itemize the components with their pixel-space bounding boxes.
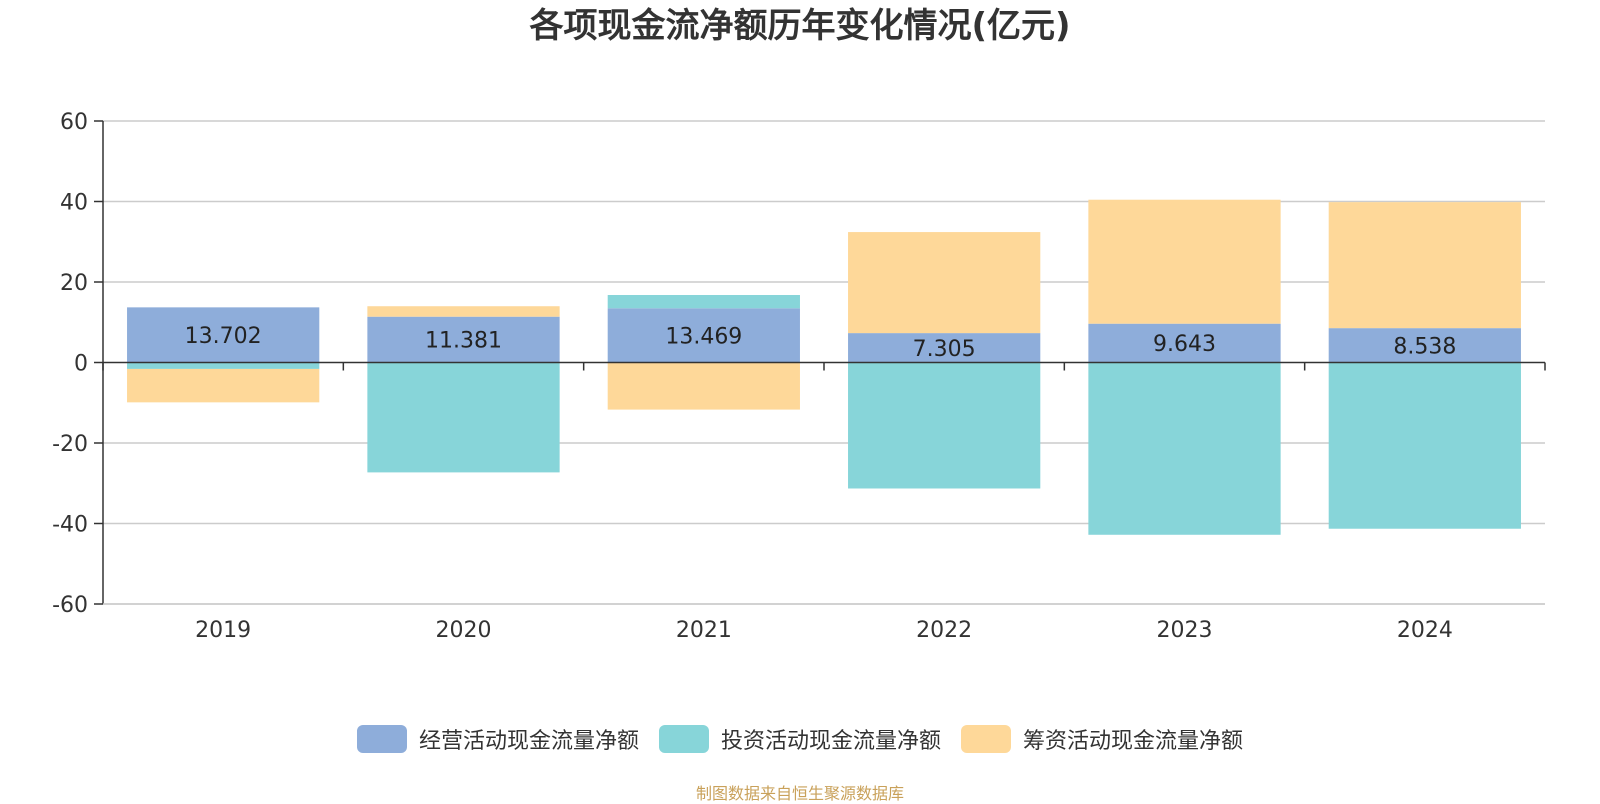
bar-2022-series-1 xyxy=(848,362,1041,489)
legend-item-investing[interactable]: 投资活动现金流量净额 xyxy=(658,723,941,755)
source-note: 制图数据来自恒生聚源数据库 xyxy=(695,784,904,803)
bar-2024-series-2 xyxy=(1328,202,1521,329)
bar-2023-series-1 xyxy=(1088,362,1281,535)
x-tick-label-2023: 2023 xyxy=(1157,618,1213,643)
data-label-2024: 8.538 xyxy=(1393,334,1456,359)
y-tick-label: 60 xyxy=(60,110,88,135)
data-label-2019: 13.702 xyxy=(185,324,262,349)
x-tick-label-2022: 2022 xyxy=(916,618,972,643)
bar-2022-series-0 xyxy=(848,333,1041,363)
bar-2020-series-0 xyxy=(367,316,560,363)
legend-item-financing[interactable]: 筹资活动现金流量净额 xyxy=(961,723,1243,755)
bar-2024-series-1 xyxy=(1328,362,1521,529)
x-tick-label-2021: 2021 xyxy=(676,618,732,643)
data-label-2021: 13.469 xyxy=(665,324,742,349)
x-tick-label-2020: 2020 xyxy=(436,618,492,643)
legend-item-operating[interactable]: 经营活动现金流量净额 xyxy=(356,723,639,755)
x-tick-label-2019: 2019 xyxy=(195,618,251,643)
legend-label-operating: 经营活动现金流量净额 xyxy=(418,729,639,754)
bar-2024-series-0 xyxy=(1328,328,1521,363)
bar-2021-series-1 xyxy=(607,295,800,309)
data-label-2020: 11.381 xyxy=(425,329,502,354)
bar-2019-series-1 xyxy=(127,362,320,369)
bar-2022-series-2 xyxy=(848,232,1041,334)
bar-2020-series-2 xyxy=(367,306,560,317)
y-tick-label: 0 xyxy=(74,352,88,377)
data-label-2022: 7.305 xyxy=(913,337,976,362)
bar-2023-series-0 xyxy=(1088,323,1281,363)
chart-title: 各项现金流净额历年变化情况(亿元) xyxy=(529,6,1071,46)
bar-2020-series-1 xyxy=(367,362,560,473)
legend-swatch-financing xyxy=(961,725,1011,753)
bar-2021-series-0 xyxy=(607,308,800,363)
y-tick-label: -40 xyxy=(52,513,88,538)
y-tick-label: 40 xyxy=(60,191,88,216)
y-tick-label: -60 xyxy=(52,593,88,618)
y-tick-label: 20 xyxy=(60,271,88,296)
bar-2019-series-0 xyxy=(127,307,320,363)
bar-2023-series-2 xyxy=(1088,199,1281,324)
bar-2019-series-2 xyxy=(127,368,320,403)
data-label-2023: 9.643 xyxy=(1153,332,1216,357)
chart-legend: 经营活动现金流量净额 投资活动现金流量净额 筹资活动现金流量净额 xyxy=(0,723,1600,755)
legend-swatch-investing xyxy=(658,725,709,753)
x-tick-label-2024: 2024 xyxy=(1397,618,1453,643)
legend-label-financing: 筹资活动现金流量净额 xyxy=(1023,729,1244,754)
legend-label-investing: 投资活动现金流量净额 xyxy=(720,729,941,754)
legend-swatch-operating xyxy=(356,725,407,753)
y-tick-label: -20 xyxy=(52,432,88,457)
bar-2021-series-2 xyxy=(607,362,800,410)
